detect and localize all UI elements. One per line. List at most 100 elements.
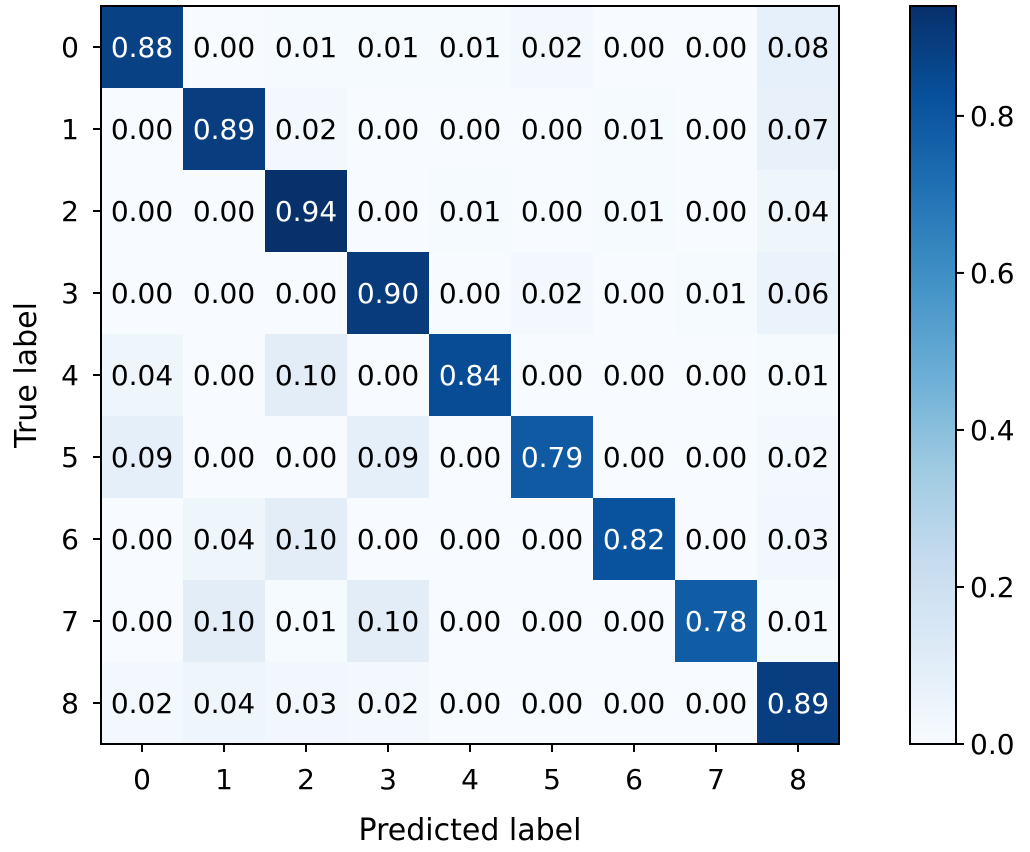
cell-value-label: 0.00 [111,195,173,228]
y-tick-label: 7 [61,605,79,638]
heatmap-cell [593,662,676,745]
heatmap-cell [675,6,758,89]
cell-value-label: 0.02 [357,687,419,720]
heatmap-cell [347,170,430,253]
heatmap-cell [593,416,676,499]
heatmap-cell [183,170,266,253]
cell-value-label: 0.07 [767,113,829,146]
cell-value-label: 0.89 [767,687,829,720]
heatmap-cell [183,88,266,171]
heatmap-cell [675,580,758,663]
heatmap-cell [183,6,266,89]
heatmap-cell [101,416,184,499]
cell-value-label: 0.02 [521,277,583,310]
y-axis-label: True label [9,302,44,449]
heatmap-cell [511,88,594,171]
cell-value-label: 0.00 [193,195,255,228]
heatmap-cell [757,662,840,745]
heatmap-cell [183,334,266,417]
y-axis-ticks: 0 1 2 3 4 5 6 7 8 [61,31,101,720]
cell-value-label: 0.01 [357,31,419,64]
cell-value-label: 0.01 [685,277,747,310]
cell-value-label: 0.00 [603,31,665,64]
cell-value-label: 0.03 [767,523,829,556]
cell-value-label: 0.04 [111,359,173,392]
x-tick-label: 4 [461,763,479,796]
x-axis-ticks: 0 1 2 3 4 5 6 7 8 [133,744,807,796]
heatmap-cell [183,662,266,745]
y-tick-label: 3 [61,277,79,310]
cell-value-label: 0.00 [685,359,747,392]
cell-value-label: 0.02 [275,113,337,146]
y-tick-label: 2 [61,195,79,228]
cell-value-label: 0.03 [275,687,337,720]
cell-value-label: 0.01 [275,605,337,638]
heatmap-cell [757,170,840,253]
cell-value-label: 0.00 [357,195,419,228]
cell-value-label: 0.90 [357,277,419,310]
heatmap-cell [593,170,676,253]
cell-value-label: 0.10 [275,359,337,392]
heatmap-cell [347,252,430,335]
cell-value-label: 0.00 [275,277,337,310]
cell-value-label: 0.09 [357,441,419,474]
heatmap-cell [347,334,430,417]
cell-value-label: 0.04 [193,523,255,556]
cell-value-label: 0.00 [111,523,173,556]
heatmap-cell [429,662,512,745]
heatmap-cell [347,662,430,745]
colorbar-tick-label: 0.4 [970,414,1015,447]
cell-value-label: 0.00 [357,113,419,146]
heatmap-cell [347,6,430,89]
cell-value-label: 0.00 [439,523,501,556]
cell-value-label: 0.00 [193,277,255,310]
cell-value-label: 0.00 [521,523,583,556]
heatmap-cell [101,498,184,581]
heatmap-cell [347,580,430,663]
heatmap-cell [675,252,758,335]
cell-value-label: 0.04 [767,195,829,228]
cell-value-label: 0.01 [439,31,501,64]
heatmap-cell [675,88,758,171]
cell-value-label: 0.00 [275,441,337,474]
y-tick-label: 1 [61,113,79,146]
cell-value-label: 0.01 [603,113,665,146]
cell-value-label: 0.06 [767,277,829,310]
heatmap-cell [183,252,266,335]
cell-value-label: 0.00 [685,523,747,556]
colorbar-tick-label: 0.2 [970,571,1015,604]
cell-value-label: 0.84 [439,359,501,392]
x-tick-label: 1 [215,763,233,796]
heatmap-cell [101,88,184,171]
cell-value-label: 0.00 [193,31,255,64]
cell-value-label: 0.89 [193,113,255,146]
cell-value-label: 0.00 [603,359,665,392]
heatmap-cell [429,170,512,253]
heatmap-cell [429,252,512,335]
heatmap-cell [757,498,840,581]
heatmap-cell [511,170,594,253]
heatmap-cell [265,252,348,335]
cell-value-label: 0.00 [521,687,583,720]
heatmap-cell [675,662,758,745]
heatmap-cell [183,580,266,663]
heatmap-cell [265,662,348,745]
y-tick-label: 4 [61,359,79,392]
heatmap-cell [675,498,758,581]
heatmap-cell [593,334,676,417]
heatmap-cell [511,252,594,335]
heatmap-cell [593,498,676,581]
heatmap-cell [101,334,184,417]
heatmap-cell [265,334,348,417]
colorbar-ticks: 0.0 0.2 0.4 0.6 0.8 [956,100,1015,761]
cell-value-label: 0.01 [767,605,829,638]
heatmap-cell [429,498,512,581]
cell-value-label: 0.02 [767,441,829,474]
cell-value-label: 0.00 [685,195,747,228]
heatmap-cell [183,498,266,581]
heatmap-cell [101,6,184,89]
heatmap-cell [347,498,430,581]
cell-value-label: 0.00 [439,687,501,720]
cell-value-label: 0.00 [357,523,419,556]
